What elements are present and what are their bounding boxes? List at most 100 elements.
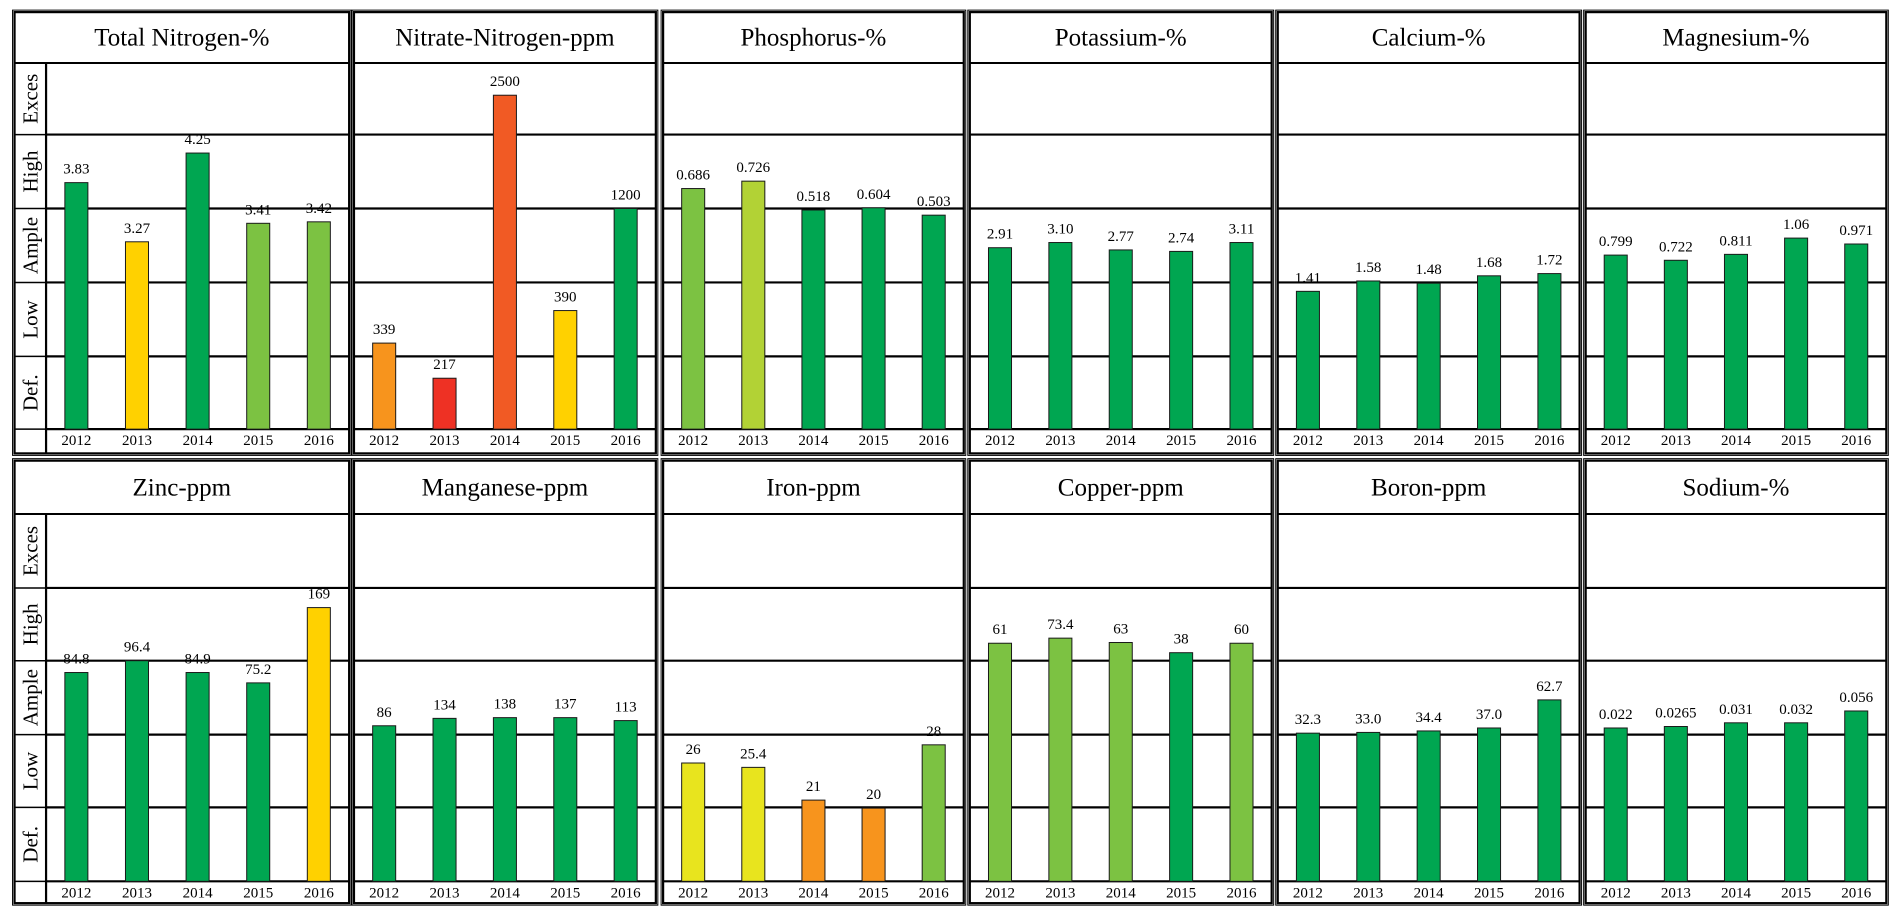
zone-label: Def.: [18, 826, 42, 863]
panel-outer-border: [12, 9, 352, 456]
data-label: 0.686: [676, 168, 710, 184]
data-label: 3.42: [306, 201, 332, 217]
chart-panel: Manganese-ppm 86 2012 134 2013 138 2014 137 2015…: [351, 458, 659, 906]
x-tick-label: 2012: [369, 885, 399, 901]
data-label: 138: [494, 697, 517, 713]
data-label: 3.41: [245, 202, 271, 218]
data-label: 63: [1113, 622, 1128, 638]
data-label: 25.4: [740, 746, 767, 762]
data-label: 339: [373, 322, 396, 338]
zone-label: Exces: [18, 74, 42, 124]
data-label: 34.4: [1416, 710, 1443, 726]
bar: [1723, 722, 1748, 882]
x-tick-label: 2013: [430, 433, 460, 449]
bar: [741, 766, 766, 882]
zone-label: Low: [18, 751, 42, 790]
x-tick-label: 2015: [550, 433, 580, 449]
chart-panel: Phosphorus-% 0.686 2012 0.726 2013 0.518 2014 0…: [660, 9, 967, 456]
bar: [246, 682, 271, 882]
panel-title: Boron-ppm: [1371, 474, 1487, 501]
bar: [1603, 727, 1628, 882]
x-tick-label: 2016: [919, 433, 950, 449]
data-label: 3.10: [1047, 222, 1073, 238]
bar: [1537, 699, 1562, 882]
panel-outer-border: [660, 458, 967, 906]
data-label: 0.0265: [1655, 706, 1696, 722]
x-tick-label: 2015: [859, 433, 889, 449]
x-tick-label: 2014: [1106, 433, 1137, 449]
data-label: 0.032: [1779, 702, 1813, 718]
panel-border: [13, 11, 351, 455]
bar: [492, 717, 517, 882]
bar: [613, 720, 638, 882]
x-tick-label: 2015: [1474, 885, 1504, 901]
data-label: 0.799: [1599, 234, 1633, 250]
bar: [372, 342, 397, 430]
panel-border: [968, 459, 1273, 905]
panel-title: Zinc-ppm: [133, 474, 232, 501]
bar: [492, 94, 517, 430]
panel-outer-border: [660, 9, 967, 456]
chart-panel: Boron-ppm 32.3 2012 33.0 2013 34.4 2014 37.0 201…: [1275, 458, 1583, 906]
bar: [861, 807, 886, 882]
panel-outer-border: [1583, 458, 1889, 906]
x-tick-label: 2013: [1661, 885, 1691, 901]
x-tick-label: 2013: [430, 885, 460, 901]
data-label: 2.74: [1168, 230, 1195, 246]
panel-border: [662, 11, 965, 455]
x-tick-label: 2015: [1166, 885, 1196, 901]
panel-title: Iron-ppm: [766, 474, 861, 501]
data-label: 0.503: [917, 194, 951, 210]
x-tick-label: 2016: [919, 885, 950, 901]
zone-label: Def.: [18, 374, 42, 411]
panel-outer-border: [351, 9, 659, 456]
bar: [1229, 242, 1254, 430]
panel-outer-border: [1583, 9, 1889, 456]
bar: [1477, 727, 1502, 882]
data-label: 113: [615, 700, 637, 716]
zone-label: High: [18, 603, 42, 646]
data-label: 0.604: [857, 187, 891, 203]
bar: [1169, 250, 1194, 430]
panel-title: Sodium-%: [1683, 474, 1790, 501]
bar: [306, 221, 331, 430]
data-label: 1.06: [1783, 217, 1810, 233]
bar: [921, 744, 946, 882]
bar: [987, 642, 1013, 882]
x-tick-label: 2013: [122, 433, 152, 449]
x-tick-label: 2015: [1166, 433, 1196, 449]
panel-outer-border: [967, 458, 1275, 906]
bar: [1048, 242, 1073, 430]
bar: [1603, 254, 1628, 430]
bar: [1416, 282, 1441, 430]
data-label: 0.971: [1839, 223, 1873, 239]
bar: [1844, 243, 1869, 430]
bar: [1663, 259, 1688, 430]
bar: [185, 152, 210, 430]
data-label: 37.0: [1476, 707, 1502, 723]
bar: [1784, 237, 1809, 430]
bar: [1416, 730, 1441, 882]
bar: [1295, 290, 1320, 430]
bar: [553, 717, 578, 882]
x-tick-label: 2012: [1601, 885, 1631, 901]
x-tick-label: 2014: [1414, 433, 1445, 449]
bar: [801, 209, 826, 430]
chart-panel: Magnesium-% 0.799 2012 0.722 2013 0.811 2014 1.…: [1583, 9, 1889, 456]
bar: [1108, 249, 1133, 430]
chart-panel: Calcium-% 1.41 2012 1.58 2013 1.48 2014 1.68 201…: [1275, 9, 1583, 456]
data-label: 1.72: [1536, 253, 1562, 269]
zone-label: Ample: [18, 217, 42, 274]
bar: [64, 182, 89, 430]
data-label: 1.48: [1416, 262, 1442, 278]
data-label: 1.58: [1355, 260, 1381, 276]
panel-title: Calcium-%: [1372, 25, 1486, 52]
bar: [432, 717, 457, 882]
data-label: 84.9: [184, 652, 210, 668]
bar: [124, 241, 150, 430]
x-tick-label: 2014: [798, 885, 829, 901]
data-label: 2500: [490, 74, 520, 90]
data-label: 38: [1174, 632, 1189, 648]
data-label: 86: [377, 705, 393, 721]
x-tick-label: 2014: [183, 885, 214, 901]
